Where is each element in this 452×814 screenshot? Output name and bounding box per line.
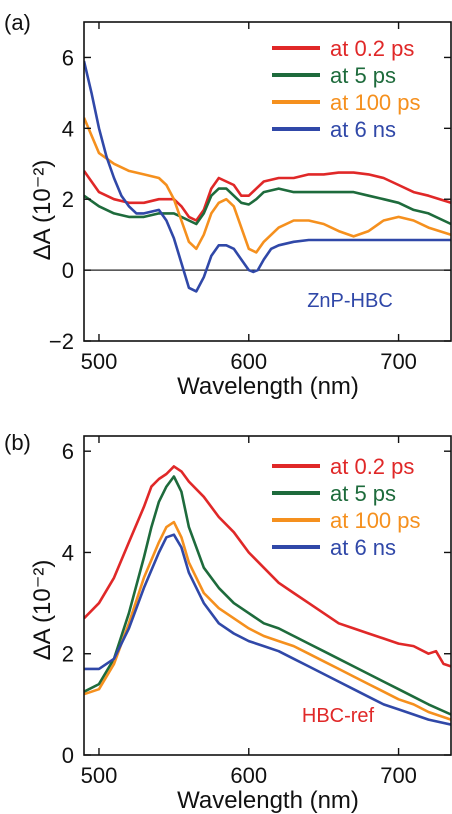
panel-a-xtick-label-1: 600: [230, 349, 267, 374]
panel-a-legend-label-2: at 100 ps: [330, 90, 421, 115]
panel-b-legend-label-2: at 100 ps: [330, 508, 421, 533]
panel-b-frame: [83, 435, 452, 756]
panel-a-frame: [83, 21, 452, 342]
panel-b-xtick-label-0: 500: [81, 763, 118, 788]
panel-b-ticks-layer: 500 600 700 0 2 4 6: [62, 436, 451, 788]
panel-a-xlabel: Wavelength (nm): [177, 373, 359, 400]
panel-a-series-line-3: [84, 60, 451, 293]
panel-a-legend-label-3: at 6 ns: [330, 117, 396, 142]
panel-b-xtick-label-2: 700: [380, 763, 417, 788]
panel-b-series-line-3: [84, 533, 451, 726]
panel-b-series-layer: [84, 465, 451, 726]
panel-a-legend-label-0: at 0.2 ps: [330, 36, 414, 61]
panel-a-series-layer: [84, 60, 451, 293]
panel-a-ytick-label-3: 4: [62, 116, 74, 141]
panel-b-series-line-1: [84, 475, 451, 716]
panel-b-ytick-label-2: 4: [62, 540, 74, 565]
panel-b-xlabel: Wavelength (nm): [177, 787, 359, 814]
panel-a-series-line-1: [84, 187, 451, 226]
panel-a-series-line-0: [84, 170, 451, 222]
panel-b-series-line-0: [84, 465, 451, 668]
panel-b-ylabel: ΔA (10⁻²): [29, 560, 56, 661]
panel-b-ytick-label-3: 6: [62, 439, 74, 464]
panel-a-xtick-label-0: 500: [81, 349, 118, 374]
panel-a-ytick-label-1: 0: [62, 258, 74, 283]
panel-b-annotation: HBC-ref: [302, 705, 375, 727]
panel-a-series-line-2: [84, 117, 451, 254]
panel-b-legend-label-3: at 6 ns: [330, 535, 396, 560]
panel-b-ytick-label-0: 0: [62, 743, 74, 768]
panel-b-letter: (b): [4, 430, 31, 455]
panel-a-ytick-label-0: −2: [49, 329, 74, 354]
panel-a-letter: (a): [4, 10, 31, 35]
panel-a-ticks-layer: 500 600 700 −2 0 2 4 6: [49, 22, 451, 374]
panel-b-legend-label-1: at 5 ps: [330, 481, 396, 506]
panel-a-xtick-label-2: 700: [380, 349, 417, 374]
panel-b-xtick-label-1: 600: [230, 763, 267, 788]
panel-a-annotation: ZnP-HBC: [307, 290, 393, 312]
panel-a-ylabel: ΔA (10⁻²): [29, 160, 56, 261]
panel-b-legend-label-0: at 0.2 ps: [330, 454, 414, 479]
panel-a-ytick-label-2: 2: [62, 187, 74, 212]
panel-a: (a) ΔA (10⁻²) Wavelength (nm) 500 600 700 −…: [4, 10, 452, 400]
panel-a-legend-label-1: at 5 ps: [330, 63, 396, 88]
panel-a-ytick-label-4: 6: [62, 45, 74, 70]
panel-b-ytick-label-1: 2: [62, 642, 74, 667]
panel-b-series-line-2: [84, 520, 451, 721]
panel-b: (b) ΔA (10⁻²) Wavelength (nm) 500 600 700 0…: [4, 430, 452, 814]
